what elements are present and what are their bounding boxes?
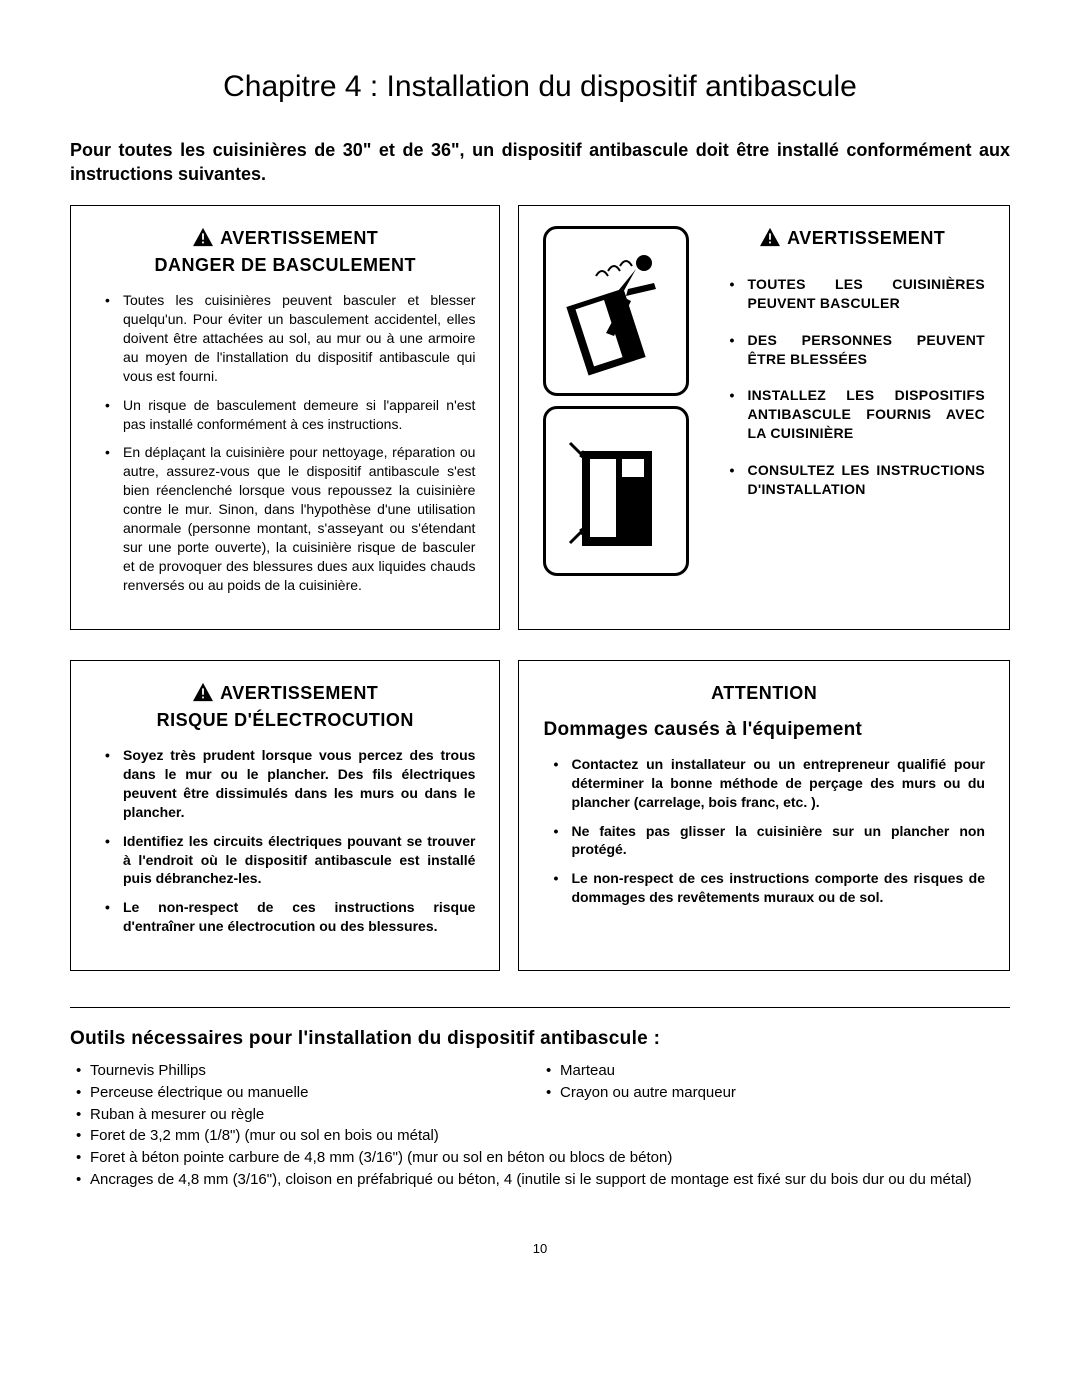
box2-title: AVERTISSEMENT [719,226,985,253]
intro-paragraph: Pour toutes les cuisinières de 30" et de… [70,138,1010,187]
list-item: Ne faites pas glisser la cuisinière sur … [543,822,985,860]
chapter-title: Chapitre 4 : Installation du dispositif … [70,70,1010,104]
warning-row-2: AVERTISSEMENT RISQUE D'ÉLECTROCUTION Soy… [70,660,1010,972]
warning-row-1: AVERTISSEMENT DANGER DE BASCULEMENT Tout… [70,205,1010,630]
list-item: TOUTES LES CUISINIÈRES PEUVENT BASCULER [719,275,985,313]
list-item: Le non-respect de ces instructions compo… [543,869,985,907]
box3-title: AVERTISSEMENT RISQUE D'ÉLECTROCUTION [95,681,475,733]
attention-box-equipment: ATTENTION Dommages causés à l'équipement… [518,660,1010,972]
tools-list-left: Tournevis Phillips Perceuse électrique o… [70,1060,540,1125]
list-item: Marteau [540,1060,1010,1082]
tools-title: Outils nécessaires pour l'installation d… [70,1028,1010,1050]
list-item: INSTALLEZ LES DISPOSITIFS ANTIBASCULE FO… [719,386,985,443]
box3-title-line2: RISQUE D'ÉLECTROCUTION [157,710,414,730]
list-item: Ruban à mesurer ou règle [70,1104,540,1126]
list-item: DES PERSONNES PEUVENT ÊTRE BLESSÉES [719,331,985,369]
list-item: Foret de 3,2 mm (1/8") (mur ou sol en bo… [70,1125,1010,1147]
box4-bullets: Contactez un installateur ou un entrepre… [543,755,985,907]
box1-title-line2: DANGER DE BASCULEMENT [154,255,416,275]
list-item: Soyez très prudent lorsque vous percez d… [95,746,475,822]
list-item: Ancrages de 4,8 mm (3/16"), cloison en p… [70,1169,1010,1191]
box3-title-line1: AVERTISSEMENT [220,683,378,703]
tools-list-full: Foret de 3,2 mm (1/8") (mur ou sol en bo… [70,1125,1010,1190]
list-item: CONSULTEZ LES INSTRUCTIONS D'INSTALLATIO… [719,461,985,499]
warning-icon [192,227,214,253]
warning-box-tipping: AVERTISSEMENT DANGER DE BASCULEMENT Tout… [70,205,500,630]
list-item: Le non-respect de ces instructions risqu… [95,898,475,936]
box1-bullets: Toutes les cuisinières peuvent basculer … [95,291,475,594]
warning-box-pictogram: AVERTISSEMENT TOUTES LES CUISINIÈRES PEU… [518,205,1010,630]
list-item: Crayon ou autre marqueur [540,1082,1010,1104]
tools-columns: Tournevis Phillips Perceuse électrique o… [70,1060,1010,1125]
box4-title: ATTENTION [543,681,985,705]
pictogram-tip-danger [543,226,689,396]
list-item: En déplaçant la cuisinière pour nettoyag… [95,443,475,594]
pictogram-install-bracket [543,406,689,576]
list-item: Foret à béton pointe carbure de 4,8 mm (… [70,1147,1010,1169]
list-item: Perceuse électrique ou manuelle [70,1082,540,1104]
page-number: 10 [70,1241,1010,1256]
box2-title-text: AVERTISSEMENT [787,228,945,248]
tools-list-right: Marteau Crayon ou autre marqueur [540,1060,1010,1104]
list-item: Identifiez les circuits électriques pouv… [95,832,475,889]
warning-icon [192,682,214,708]
list-item: Un risque de basculement demeure si l'ap… [95,396,475,434]
list-item: Toutes les cuisinières peuvent basculer … [95,291,475,385]
box1-title-line1: AVERTISSEMENT [220,228,378,248]
warning-icon [759,227,781,253]
list-item: Tournevis Phillips [70,1060,540,1082]
box1-title: AVERTISSEMENT DANGER DE BASCULEMENT [95,226,475,278]
box2-bullets: TOUTES LES CUISINIÈRES PEUVENT BASCULER … [719,275,985,499]
box3-bullets: Soyez très prudent lorsque vous percez d… [95,746,475,936]
list-item: Contactez un installateur ou un entrepre… [543,755,985,812]
warning-box-electrocution: AVERTISSEMENT RISQUE D'ÉLECTROCUTION Soy… [70,660,500,972]
pictogram-column [543,226,703,576]
divider [70,1007,1010,1008]
box4-subtitle: Dommages causés à l'équipement [543,719,985,741]
